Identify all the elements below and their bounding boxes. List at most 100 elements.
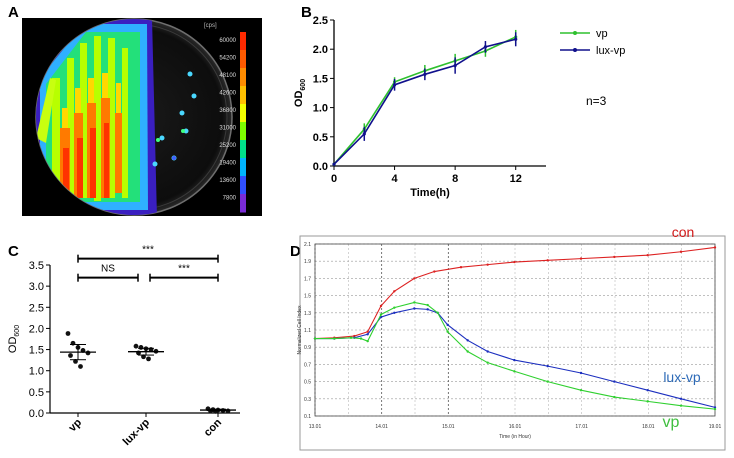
d-point-vp [379, 313, 383, 316]
d-y-tick-label: 0.3 [304, 397, 311, 403]
b-point-lux-vp [423, 72, 427, 76]
d-point-lux-vp [646, 389, 649, 392]
d-point-vp [713, 407, 717, 411]
bacterial-streaks [36, 19, 197, 215]
b-x-tick-label: 8 [452, 173, 458, 185]
c-significance-label: *** [142, 245, 154, 256]
d-y-tick-label: 1.9 [304, 259, 311, 265]
d-point-lux-vp [513, 358, 516, 362]
d-y-tick-label: 0.9 [304, 345, 311, 351]
panel-d-letter: D [290, 243, 301, 260]
c-y-tick-label: 1.0 [29, 366, 44, 378]
d-point-vp [679, 404, 683, 407]
b-y-axis-label: OD600 [293, 79, 307, 107]
b-x-tick-label: 0 [331, 173, 337, 185]
luminescence-plate-svg: 60000 54200 48100 42600 36800 31000 25200 19400… [35, 18, 246, 216]
b-y-tick-label: 1.5 [313, 73, 328, 85]
d-y-axis-label: Normalized Cell Index [297, 305, 303, 354]
scale-color-band [240, 104, 246, 123]
d-y-tick-label: 1.5 [304, 294, 311, 300]
d-point-con [646, 253, 649, 257]
d-plot-area [314, 243, 716, 417]
c-point-vp [68, 353, 73, 358]
scale-color-band [240, 32, 246, 51]
d-x-tick-label: 14.01 [375, 424, 388, 430]
scale-tick-label: 19400 [219, 161, 236, 167]
d-point-vp [436, 311, 439, 314]
b-y-tick-label: 0.0 [313, 161, 328, 173]
scale-color-band [240, 140, 246, 159]
d-y-tick-label: 1.7 [304, 276, 311, 282]
d-point-vp [359, 337, 363, 340]
d-point-vp [333, 337, 336, 340]
c-y-tick-label: 1.5 [29, 345, 44, 357]
b-point-lux-vp [514, 37, 518, 41]
scale-color-band [240, 158, 246, 177]
d-point-lux-vp [426, 308, 429, 311]
d-point-con [433, 270, 436, 273]
d-point-lux-vp [446, 323, 449, 327]
panel-a-letter: A [8, 4, 19, 21]
chart-d-frame [299, 235, 726, 451]
d-point-vp [646, 400, 649, 403]
b-x-axis-label: Time(h) [410, 187, 450, 199]
d-point-vp [613, 395, 616, 399]
d-x-tick-label: 15.01 [442, 424, 455, 430]
d-y-tick-label: 1.1 [304, 328, 311, 334]
c-y-tick-label: 0.5 [29, 387, 44, 399]
d-point-vp [349, 336, 353, 339]
b-point-lux-vp [332, 162, 336, 166]
b-x-tick-label: 12 [510, 173, 522, 185]
scale-color-band [240, 122, 246, 141]
scale-color-band [240, 68, 246, 87]
c-y-tick-label: 3.0 [29, 281, 44, 293]
d-point-lux-vp [679, 397, 683, 400]
d-point-vp [313, 337, 317, 340]
c-y-axis-label: OD600 [7, 325, 21, 353]
d-point-vp [446, 330, 449, 333]
d-x-axis-label: Time (in Hour) [499, 434, 531, 440]
d-point-con [546, 259, 549, 262]
scale-tick-label: 42600 [219, 91, 236, 97]
b-point-lux-vp [362, 132, 366, 136]
b-y-tick-label: 2.5 [313, 15, 328, 27]
d-y-tick-label: 0.7 [304, 362, 311, 368]
d-point-con [353, 334, 356, 338]
d-y-tick-label: 1.3 [304, 311, 311, 317]
d-point-lux-vp [466, 339, 469, 342]
d-point-lux-vp [546, 364, 549, 368]
d-y-tick-label: 0.1 [304, 414, 311, 420]
scale-title: [cps] [204, 23, 217, 29]
c-point-lux-vp [146, 356, 151, 362]
d-series-label-vp: vp [663, 414, 680, 431]
d-point-vp [426, 303, 429, 307]
b-y-tick-label: 0.5 [313, 132, 328, 144]
b-legend-label-vp: vp [596, 28, 608, 40]
c-point-vp [65, 331, 71, 336]
d-x-tick-label: 17.01 [575, 424, 588, 430]
d-point-vp [466, 350, 469, 353]
d-series-label-con: con [672, 224, 695, 240]
scale-tick-label: 7800 [223, 196, 237, 202]
d-point-vp [579, 389, 583, 392]
d-point-con [513, 260, 516, 264]
b-point-lux-vp [392, 83, 397, 87]
c-y-tick-label: 0.0 [29, 408, 44, 420]
c-point-lux-vp [133, 343, 139, 349]
b-y-tick-label: 1.0 [313, 103, 328, 115]
d-point-vp [413, 301, 416, 304]
b-legend-label-lux-vp: lux-vp [596, 45, 625, 57]
d-x-tick-label: 18.01 [642, 424, 655, 430]
scale-color-band [240, 194, 246, 213]
d-point-con [379, 304, 383, 308]
scale-tick-label: 13600 [219, 178, 236, 184]
panel-c-letter: C [8, 243, 19, 260]
c-y-tick-label: 3.5 [29, 260, 44, 272]
d-point-vp [366, 339, 369, 343]
b-annotation: n=3 [586, 94, 607, 108]
c-y-tick-label: 2.0 [29, 323, 44, 335]
b-legend-marker-lux-vp [573, 48, 577, 52]
d-x-tick-label: 19.01 [709, 424, 722, 430]
d-point-con [393, 290, 396, 293]
